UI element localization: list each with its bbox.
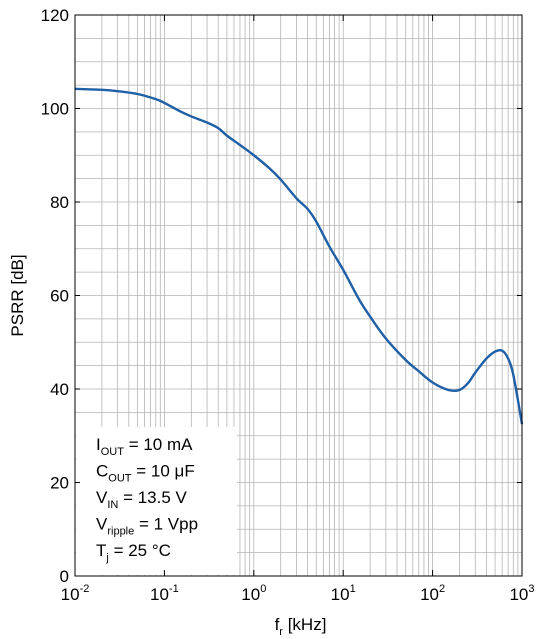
x-axis-label-subscript: r bbox=[279, 626, 283, 638]
legend-line: IOUT = 10 mA bbox=[96, 435, 193, 458]
series-group bbox=[74, 87, 524, 425]
y-tick-label: 80 bbox=[50, 193, 69, 212]
y-tick-label: 40 bbox=[50, 380, 69, 399]
legend-value: = 10 mA bbox=[124, 435, 193, 454]
y-axis-ticks: 0 20 40 60 80 100 120 bbox=[41, 6, 522, 586]
legend-subscript: IN bbox=[107, 499, 118, 511]
x-tick-label: 102 bbox=[420, 583, 445, 604]
y-tick-label: 120 bbox=[41, 6, 69, 25]
legend-symbol: V bbox=[96, 488, 108, 507]
y-tick-label: 100 bbox=[41, 100, 69, 119]
y-tick-label: 20 bbox=[50, 474, 69, 493]
x-tick-base: 10 bbox=[420, 585, 439, 604]
x-axis-ticks: 10-2 10-1 100 101 102 103 bbox=[61, 15, 535, 604]
legend-value: = 1 Vpp bbox=[134, 515, 198, 534]
x-axis-label: fr [kHz] bbox=[275, 615, 327, 638]
x-tick-exponent: 2 bbox=[439, 583, 445, 595]
y-axis-label: PSRR [dB] bbox=[8, 254, 27, 336]
x-tick-exponent: -1 bbox=[169, 583, 179, 595]
legend-line: Vripple = 1 Vpp bbox=[96, 515, 198, 538]
legend-line: VIN = 13.5 V bbox=[96, 488, 188, 511]
x-tick-exponent: 1 bbox=[350, 583, 356, 595]
x-tick-label: 100 bbox=[241, 583, 266, 604]
x-tick-label: 103 bbox=[509, 583, 534, 604]
legend-symbol: I bbox=[96, 435, 101, 454]
legend-subscript: OUT bbox=[108, 473, 132, 485]
y-tick-label: 60 bbox=[50, 287, 69, 306]
legend-subscript: j bbox=[105, 552, 108, 564]
x-tick-label: 101 bbox=[331, 583, 356, 604]
x-axis-label-symbol: f bbox=[275, 615, 280, 634]
legend-value: = 25 °C bbox=[109, 541, 171, 560]
legend-line: Tj = 25 °C bbox=[96, 541, 171, 564]
legend-symbol: T bbox=[96, 541, 106, 560]
x-tick-exponent: -2 bbox=[80, 583, 90, 595]
legend-value: = 13.5 V bbox=[118, 488, 187, 507]
psrr-series-line bbox=[74, 87, 524, 425]
legend-background bbox=[76, 427, 237, 575]
x-tick-exponent: 0 bbox=[260, 583, 266, 595]
x-tick-base: 10 bbox=[61, 585, 80, 604]
x-tick-label: 10-1 bbox=[150, 583, 179, 604]
x-tick-base: 10 bbox=[150, 585, 169, 604]
x-tick-exponent: 3 bbox=[528, 583, 534, 595]
legend-subscript: OUT bbox=[101, 446, 125, 458]
legend-symbol: C bbox=[96, 462, 108, 481]
legend-value: = 10 μF bbox=[132, 462, 195, 481]
x-tick-base: 10 bbox=[331, 585, 350, 604]
x-tick-base: 10 bbox=[509, 585, 528, 604]
x-tick-label: 10-2 bbox=[61, 583, 90, 604]
legend-line: COUT = 10 μF bbox=[96, 462, 195, 485]
legend-symbol: V bbox=[96, 515, 108, 534]
x-tick-base: 10 bbox=[241, 585, 260, 604]
y-tick-label: 0 bbox=[60, 567, 69, 586]
x-axis-label-unit: [kHz] bbox=[283, 615, 326, 634]
legend-subscript: ripple bbox=[107, 526, 134, 538]
